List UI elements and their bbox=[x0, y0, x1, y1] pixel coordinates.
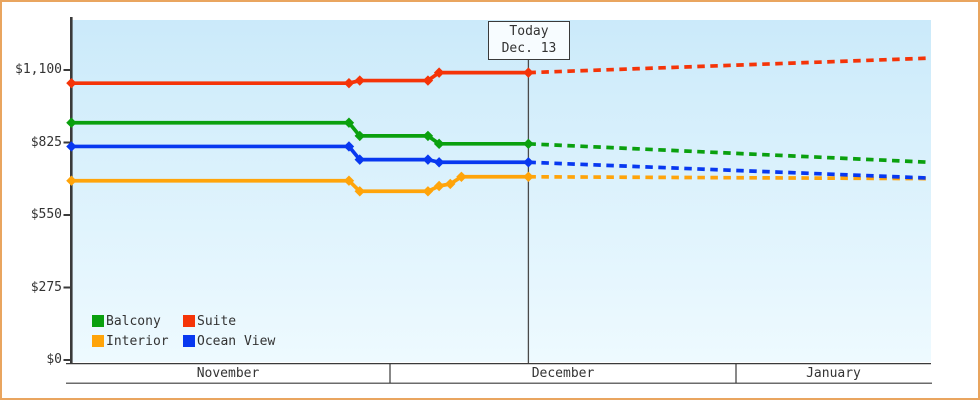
data-point-marker bbox=[66, 77, 77, 89]
month-label-november: November bbox=[196, 366, 260, 381]
series-line-ocean-view bbox=[71, 144, 529, 165]
data-point-marker bbox=[354, 75, 365, 86]
data-point-marker bbox=[523, 138, 534, 150]
legend-label-ocean-view: Ocean View bbox=[197, 333, 276, 349]
data-point-marker bbox=[343, 141, 355, 152]
axes-layer bbox=[63, 17, 932, 384]
y-tick-label-550: $550 bbox=[30, 207, 62, 222]
series-projection-balcony bbox=[528, 141, 930, 165]
legend-item-ocean-view: Ocean View bbox=[183, 334, 275, 349]
data-point-marker bbox=[523, 157, 534, 168]
data-point-marker bbox=[354, 154, 365, 165]
today-callout-date: Dec. 13 bbox=[501, 41, 557, 56]
y-tick-label-825: $825 bbox=[30, 135, 62, 150]
y-tick-label-275: $275 bbox=[30, 280, 62, 295]
data-point-marker bbox=[66, 175, 77, 186]
data-point-marker bbox=[456, 171, 467, 182]
data-point-marker bbox=[445, 178, 456, 190]
ocean-view-color-swatch bbox=[183, 335, 195, 347]
y-tick-label-1100: $1,100 bbox=[15, 62, 62, 77]
data-point-marker bbox=[433, 138, 445, 150]
legend-label-suite: Suite bbox=[197, 313, 237, 329]
legend-item-suite: Suite bbox=[183, 314, 236, 329]
data-point-marker bbox=[433, 67, 445, 78]
data-point-marker bbox=[523, 171, 534, 182]
data-point-marker bbox=[66, 117, 77, 128]
legend-row: Interior Ocean View bbox=[92, 331, 275, 351]
data-point-marker bbox=[433, 157, 445, 168]
legend-row: Balcony Suite bbox=[92, 311, 275, 331]
balcony-color-swatch bbox=[92, 315, 104, 327]
data-point-marker bbox=[354, 186, 365, 197]
y-tick-label-0: $0 bbox=[46, 352, 62, 367]
data-point-marker bbox=[523, 67, 534, 78]
legend: Balcony Suite Interior Ocean View bbox=[92, 311, 275, 351]
legend-item-balcony: Balcony bbox=[92, 314, 183, 329]
today-callout-title: Today bbox=[509, 24, 549, 39]
data-point-marker bbox=[422, 75, 434, 86]
data-point-marker bbox=[422, 186, 434, 197]
data-point-marker bbox=[343, 117, 355, 128]
data-point-marker bbox=[66, 141, 77, 152]
interior-color-swatch bbox=[92, 335, 104, 347]
data-point-marker bbox=[422, 154, 434, 165]
month-label-january: January bbox=[806, 366, 861, 381]
series-projection-suite bbox=[528, 56, 930, 75]
series-projection-ocean-view bbox=[528, 160, 930, 180]
data-point-marker bbox=[343, 77, 355, 89]
series-layer bbox=[66, 56, 930, 197]
data-point-marker bbox=[354, 130, 365, 142]
series-line-balcony bbox=[71, 120, 529, 146]
month-label-december: December bbox=[531, 366, 595, 381]
data-point-marker bbox=[422, 130, 434, 142]
series-projection-interior bbox=[528, 174, 930, 181]
legend-item-interior: Interior bbox=[92, 334, 183, 349]
plot-area-background bbox=[72, 20, 931, 362]
legend-label-balcony: Balcony bbox=[106, 313, 161, 329]
data-point-marker bbox=[433, 180, 445, 192]
legend-label-interior: Interior bbox=[106, 333, 169, 349]
today-callout: Today Dec. 13 bbox=[488, 21, 570, 60]
series-line-suite bbox=[71, 70, 529, 86]
suite-color-swatch bbox=[183, 315, 195, 327]
data-point-marker bbox=[343, 175, 355, 186]
